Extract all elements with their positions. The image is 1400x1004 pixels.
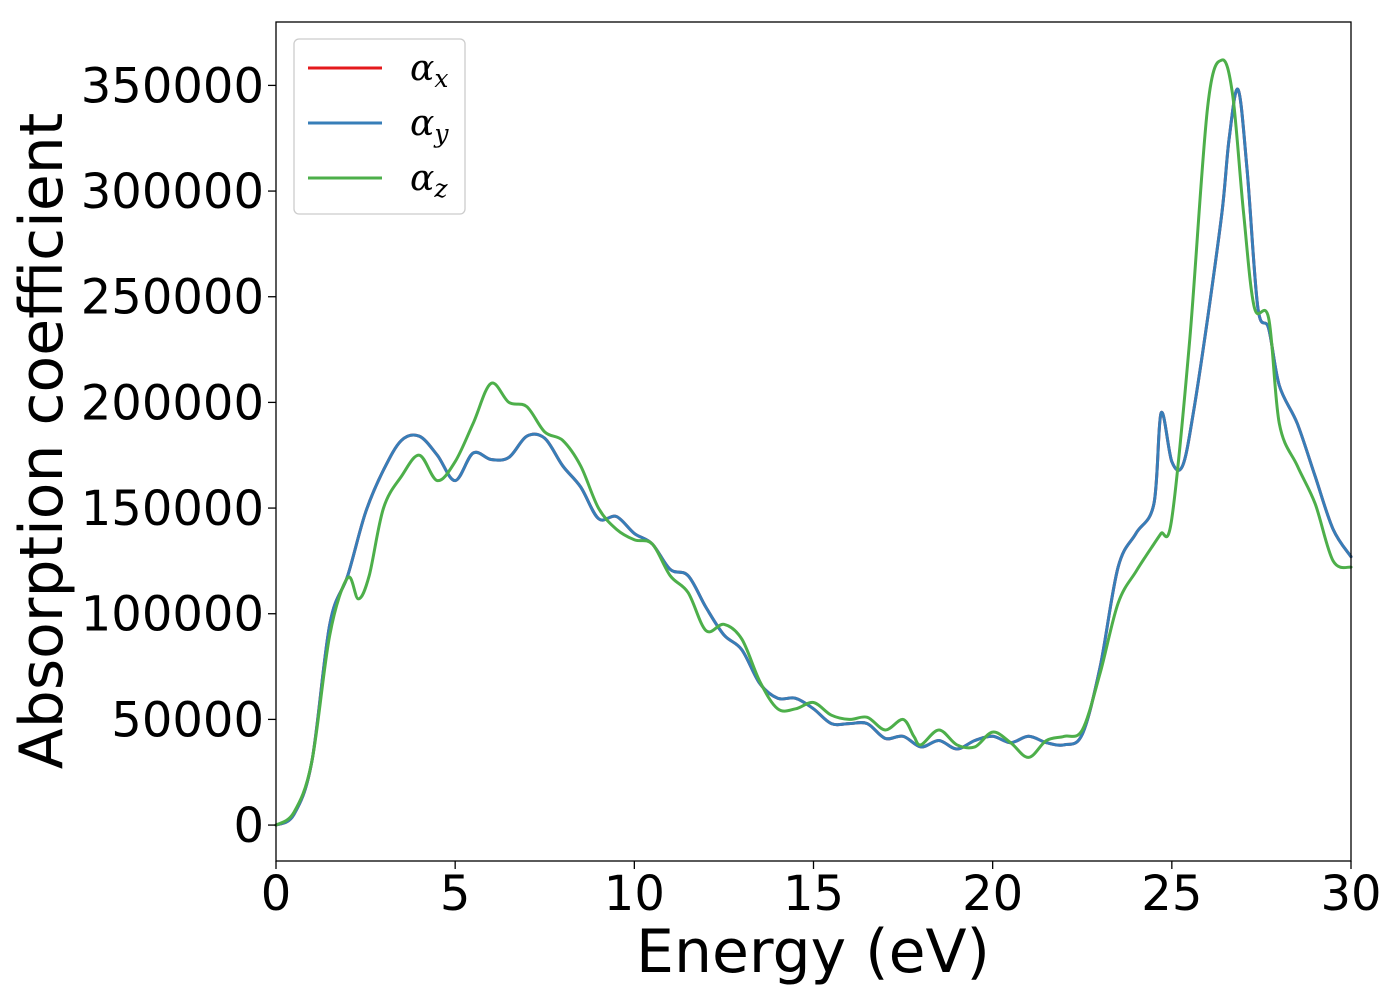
- y-tick-label: 0: [233, 798, 264, 854]
- x-tick-label: 20: [962, 866, 1023, 922]
- series-layer: [274, 58, 1353, 827]
- legend-label-3: αz: [410, 158, 448, 203]
- series-line-2: [274, 87, 1353, 827]
- y-tick-label: 250000: [81, 270, 264, 326]
- y-tick-label: 300000: [81, 164, 264, 220]
- x-tick-label: 10: [604, 866, 665, 922]
- y-axis-label: Absorption coefficient: [7, 113, 77, 770]
- legend-label-2: αy: [410, 103, 449, 148]
- y-axis: 0 50000 100000 150000 200000 250000 300000 3500…: [81, 58, 276, 854]
- x-tick-label: 5: [440, 866, 471, 922]
- y-tick-label: 100000: [81, 587, 264, 643]
- x-tick-label: 0: [261, 866, 292, 922]
- x-tick-label: 15: [783, 866, 844, 922]
- series-line-3: [274, 58, 1353, 827]
- x-axis: 0 5 10 15 20 25 30: [261, 861, 1382, 922]
- y-tick-label: 200000: [81, 375, 264, 431]
- legend: αx αy αz: [293, 38, 466, 215]
- x-tick-label: 25: [1141, 866, 1202, 922]
- x-axis-label: Energy (eV): [636, 917, 990, 987]
- y-tick-label: 50000: [111, 692, 264, 748]
- legend-label-1: αx: [410, 48, 448, 93]
- y-tick-label: 350000: [81, 58, 264, 114]
- y-tick-label: 150000: [81, 481, 264, 537]
- x-tick-label: 30: [1320, 866, 1381, 922]
- legend-box: [293, 38, 466, 215]
